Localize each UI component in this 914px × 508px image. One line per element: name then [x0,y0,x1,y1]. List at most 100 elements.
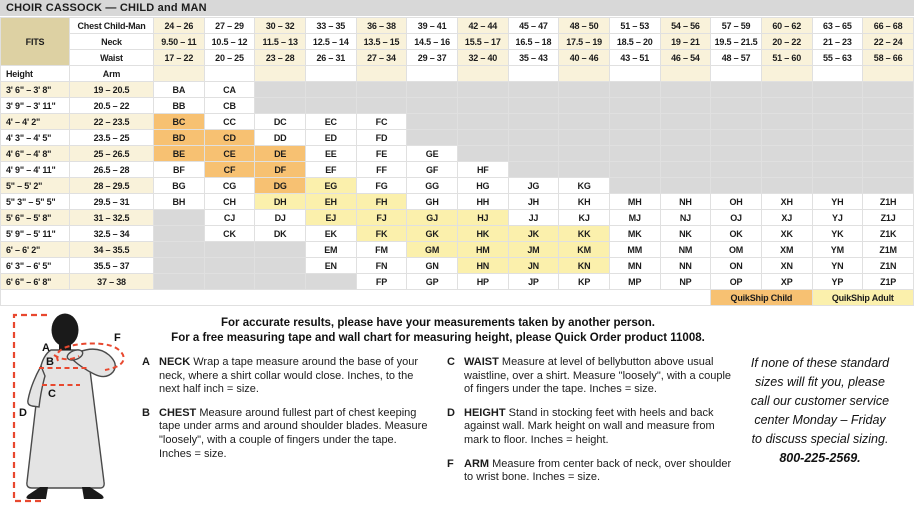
fits-range-cell: 48 – 50 [558,17,610,34]
size-cell-YM: YM [811,241,864,258]
instruction-letter: A [142,356,150,368]
fits-range-cell: 13.5 – 15 [355,33,408,50]
size-cell-Z1H: Z1H [862,193,914,210]
instruction-letter: F [447,457,454,470]
arm-range-cell: 35.5 – 37 [69,257,154,274]
empty-cell [811,161,864,178]
size-cell-XH: XH [760,193,813,210]
empty-cell [659,97,712,114]
size-cell-JP: JP [507,273,560,290]
size-cell-Z1M: Z1M [862,241,914,258]
instruction-list: A NECK Wrap a tape measure around the ba… [142,356,734,495]
size-cell-FC: FC [355,113,408,130]
special-sizing-line: If none of these standard [750,356,890,370]
empty-cell [153,209,205,226]
size-cell-FN: FN [355,257,408,274]
arm-measure-line [56,342,125,371]
size-cell-BA: BA [153,81,205,98]
sizing-chart-table: FITS Chest Child-Man 24 – 26 27 – 29 30 – 32… [0,17,914,306]
size-cell-BE: BE [153,145,205,162]
stripe-cell [710,65,762,82]
size-cell-MN: MN [608,257,661,274]
stripe-cell [659,65,712,82]
size-cell-XJ: XJ [760,209,813,226]
height-range-cell: 6' 6" – 6' 8" [0,273,70,290]
size-cell-MP: MP [608,273,661,290]
size-cell-KP: KP [558,273,610,290]
fits-range-cell: 20 – 25 [203,49,256,66]
size-cell-EH: EH [304,193,357,210]
fits-range-cell: 51 – 53 [608,17,661,34]
size-cell-MH: MH [608,193,661,210]
fits-range-cell: 66 – 68 [862,17,914,34]
empty-cell [406,97,458,114]
empty-cell [304,97,357,114]
size-cell-YK: YK [811,225,864,242]
size-cell-Z1J: Z1J [862,209,914,226]
fits-range-cell: 27 – 29 [203,17,256,34]
size-cell-HG: HG [456,177,509,194]
height-range-cell: 6' 3" – 6' 5" [0,257,70,274]
fits-range-cell: 23 – 28 [254,49,306,66]
fits-range-cell: 33 – 35 [304,17,357,34]
instruction-list-right: C WAIST Measure at level of bellybutton … [447,356,734,495]
size-cell-XN: XN [760,257,813,274]
fits-range-cell: 58 – 66 [862,49,914,66]
empty-cell [659,145,712,162]
empty-cell [710,97,762,114]
instruction-text: ARM Measure from center back of neck, ov… [464,458,734,485]
fits-range-cell: 26 – 31 [304,49,357,66]
stripe-cell [558,65,610,82]
empty-cell [456,97,509,114]
height-range-cell: 4' 3" – 4' 5" [0,129,70,146]
special-sizing-line: center Monday – Friday [754,413,886,427]
instruction-height: D HEIGHT Stand in stocking feet with hee… [447,407,734,448]
size-cell-FP: FP [355,273,408,290]
size-cell-JJ: JJ [507,209,560,226]
empty-cell [456,113,509,130]
size-cell-CD: CD [203,129,256,146]
size-cell-GE: GE [406,145,458,162]
empty-cell [507,145,560,162]
quikship-adult-label: QuikShip Adult [811,289,914,306]
empty-cell [406,81,458,98]
empty-cell [254,97,306,114]
size-cell-HP: HP [456,273,509,290]
instruction-text: NECK Wrap a tape measure around the base… [159,356,429,397]
empty-cell [507,81,560,98]
size-cell-MK: MK [608,225,661,242]
size-cell-FF: FF [355,161,408,178]
height-column-header: Height [0,65,70,82]
empty-cell [659,177,712,194]
fits-range-cell: 40 – 46 [558,49,610,66]
size-cell-JM: JM [507,241,560,258]
empty-cell [710,161,762,178]
empty-cell [862,113,914,130]
empty-cell [608,145,661,162]
empty-cell [811,113,864,130]
instruction-waist: C WAIST Measure at level of bellybutton … [447,356,734,397]
special-sizing-line: sizes will fit you, please [755,375,885,389]
size-cell-HH: HH [456,193,509,210]
empty-cell [659,129,712,146]
size-cell-KJ: KJ [558,209,610,226]
empty-cell [254,81,306,98]
figure-label-neck: A [42,342,50,354]
arm-range-cell: 29.5 – 31 [69,193,154,210]
size-cell-GM: GM [406,241,458,258]
size-cell-CE: CE [203,145,256,162]
size-cell-YP: YP [811,273,864,290]
head [51,313,79,347]
size-cell-JH: JH [507,193,560,210]
instruction-letter: D [447,406,455,419]
instruction-neck: A NECK Wrap a tape measure around the ba… [142,356,429,397]
empty-cell [862,177,914,194]
empty-cell [811,81,864,98]
empty-cell [507,113,560,130]
instruction-body: Measure at level of bellybutton above us… [464,356,732,396]
size-cell-KM: KM [558,241,610,258]
fits-header: FITS [0,17,70,66]
size-cell-KH: KH [558,193,610,210]
empty-cell [862,81,914,98]
